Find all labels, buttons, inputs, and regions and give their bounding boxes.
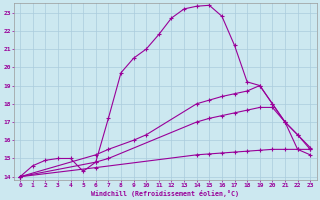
X-axis label: Windchill (Refroidissement éolien,°C): Windchill (Refroidissement éolien,°C) (91, 190, 239, 197)
